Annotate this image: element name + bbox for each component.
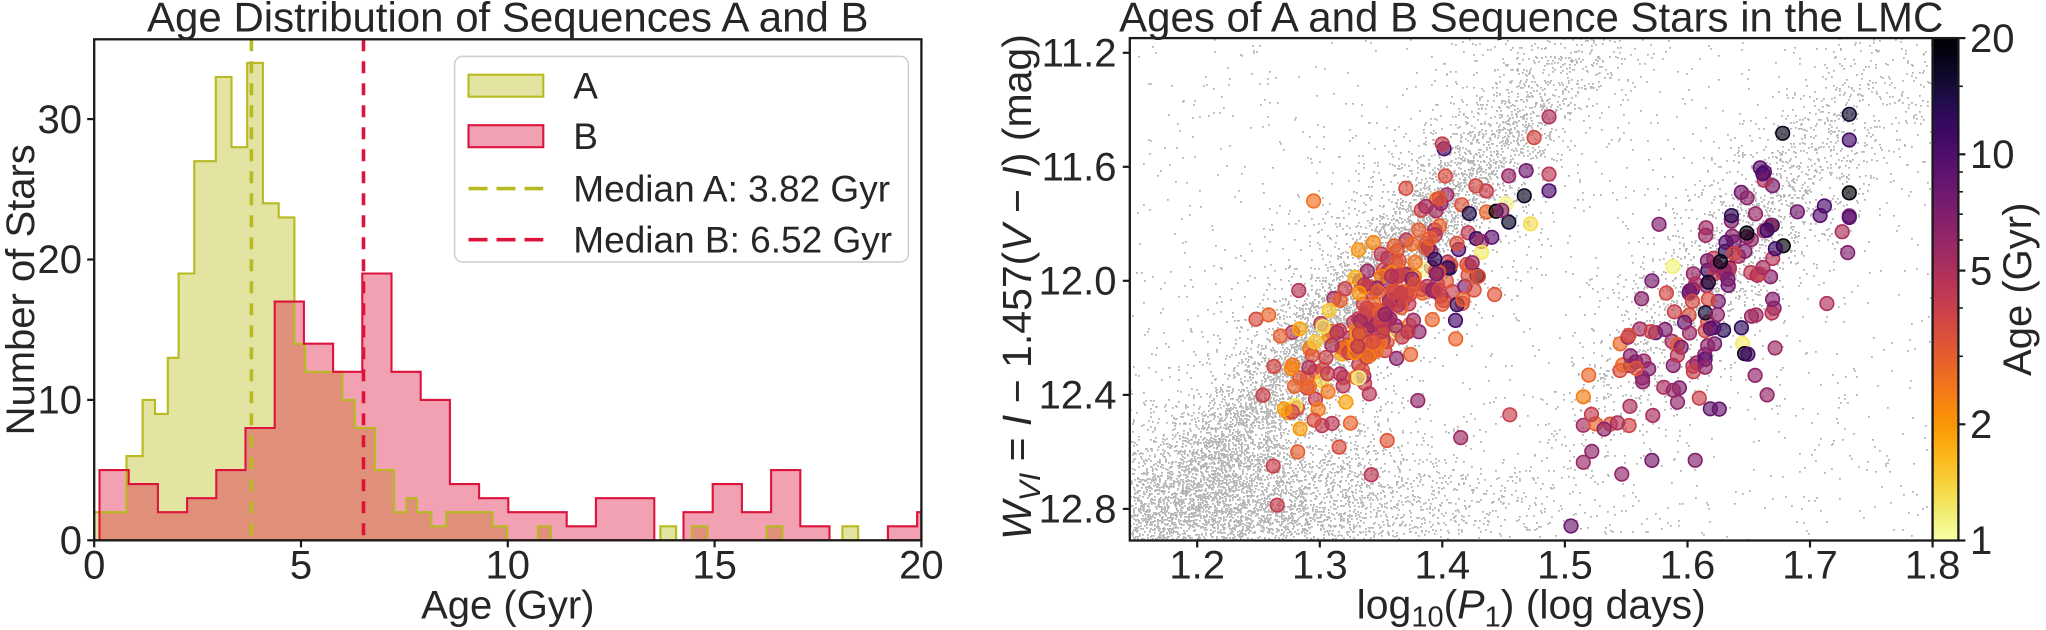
svg-text:B: B: [573, 116, 598, 157]
svg-text:1: 1: [1970, 519, 1992, 563]
svg-text:11.2: 11.2: [1042, 32, 1117, 76]
svg-text:5: 5: [1970, 249, 1992, 293]
svg-text:1.3: 1.3: [1292, 544, 1348, 588]
svg-text:1.2: 1.2: [1169, 544, 1225, 588]
svg-text:11.6: 11.6: [1042, 146, 1117, 190]
svg-text:2: 2: [1970, 403, 1992, 447]
svg-text:A: A: [573, 66, 598, 107]
svg-text:0: 0: [83, 544, 105, 588]
svg-text:10: 10: [486, 544, 531, 588]
svg-text:1.7: 1.7: [1782, 544, 1838, 588]
svg-text:Ages of A and B Sequence Stars: Ages of A and B Sequence Stars in the LM…: [1119, 0, 1943, 41]
svg-text:1.8: 1.8: [1905, 544, 1961, 588]
svg-text:Age Distribution of Sequences: Age Distribution of Sequences A and B: [147, 0, 869, 41]
svg-text:12.0: 12.0: [1039, 260, 1117, 304]
svg-text:log10(P1) (log days): log10(P1) (log days): [1357, 582, 1706, 630]
svg-text:12.8: 12.8: [1039, 488, 1117, 532]
svg-text:1.6: 1.6: [1660, 544, 1716, 588]
svg-text:10: 10: [1970, 133, 2015, 177]
svg-text:Median A: 3.82 Gyr: Median A: 3.82 Gyr: [573, 169, 890, 210]
svg-text:20: 20: [1970, 17, 2015, 61]
svg-text:Median B: 6.52 Gyr: Median B: 6.52 Gyr: [573, 220, 892, 261]
svg-text:15: 15: [692, 544, 737, 588]
svg-text:5: 5: [290, 544, 312, 588]
svg-text:WVI = I − 1.457(V − I) (mag): WVI = I − 1.457(V − I) (mag): [994, 34, 1047, 540]
svg-text:Number of Stars: Number of Stars: [0, 144, 43, 435]
svg-text:1.4: 1.4: [1414, 544, 1470, 588]
svg-text:1.5: 1.5: [1537, 544, 1593, 588]
svg-text:10: 10: [38, 379, 83, 423]
svg-text:0: 0: [60, 519, 82, 563]
svg-text:Age (Gyr): Age (Gyr): [421, 584, 594, 628]
svg-text:20: 20: [899, 544, 944, 588]
svg-text:20: 20: [38, 238, 83, 282]
svg-text:30: 30: [38, 98, 83, 142]
svg-text:12.4: 12.4: [1039, 374, 1117, 418]
svg-text:Age (Gyr): Age (Gyr): [1996, 203, 2040, 376]
